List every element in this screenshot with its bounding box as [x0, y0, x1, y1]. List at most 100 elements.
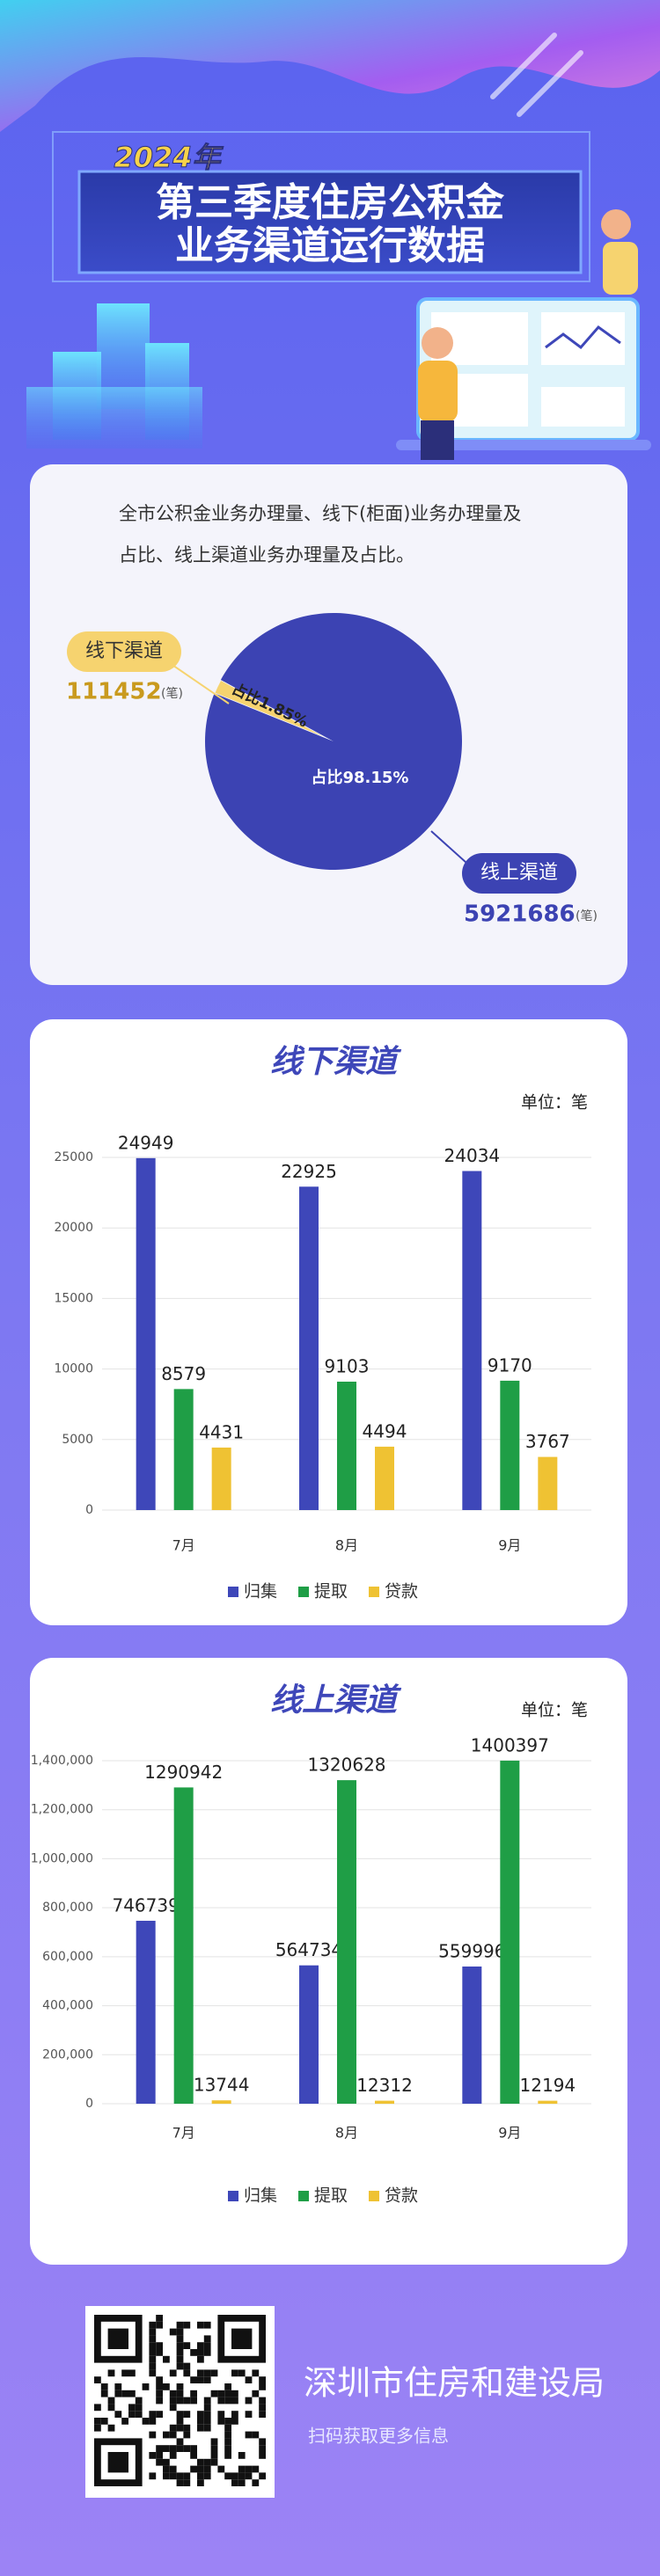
y-tick-label: 800,000 [42, 1901, 93, 1915]
bar [173, 1787, 194, 2104]
qr-module [114, 2411, 122, 2418]
qr-module [224, 2445, 231, 2452]
qr-module [259, 2452, 266, 2459]
footer-hint: 扫码获取更多信息 [308, 2426, 449, 2447]
data-label: 12312 [356, 2075, 413, 2096]
data-label: 24034 [444, 1145, 501, 1166]
qr-module [149, 2369, 157, 2377]
qr-module [203, 2321, 211, 2329]
qr-module [156, 2411, 163, 2418]
qr-module [238, 2472, 246, 2480]
qr-module [176, 2321, 184, 2329]
data-label: 13744 [194, 2075, 250, 2096]
qr-module [149, 2418, 157, 2425]
qr-module [210, 2458, 218, 2466]
qr-module [197, 2411, 204, 2418]
bar [375, 2100, 394, 2104]
qr-module [169, 2369, 177, 2377]
qr-module [197, 2418, 204, 2425]
x-tick-label: 7月 [172, 2125, 195, 2142]
qr-module [149, 2335, 157, 2343]
qr-module [169, 2328, 177, 2336]
qr-module [163, 2472, 170, 2480]
qr-module [176, 2438, 184, 2446]
qr-module [114, 2390, 122, 2397]
qr-module [224, 2390, 231, 2397]
qr-module [197, 2321, 204, 2329]
qr-module [231, 2479, 238, 2486]
qr-module [203, 2424, 211, 2432]
callout-count: 111452 [66, 679, 162, 705]
qr-module [210, 2390, 218, 2397]
qr-module [231, 2390, 238, 2397]
qr-module [169, 2404, 177, 2412]
qr-module [203, 2411, 211, 2418]
qr-module [149, 2321, 157, 2329]
qr-module [203, 2369, 211, 2377]
qr-module [183, 2362, 191, 2370]
qr-module [203, 2335, 211, 2343]
qr-module [149, 2472, 157, 2480]
qr-module [128, 2369, 136, 2377]
qr-module [176, 2424, 184, 2432]
header-title: 业务渠道运行数据 [175, 223, 485, 268]
qr-module [183, 2479, 191, 2486]
bar [500, 1760, 520, 2104]
qr-module [231, 2411, 238, 2418]
qr-module [259, 2376, 266, 2383]
qr-module [231, 2418, 238, 2425]
legend-swatch [228, 2191, 238, 2201]
qr-module [176, 2383, 184, 2390]
qr-module [156, 2390, 163, 2397]
qr-module [217, 2418, 225, 2425]
qr-module [169, 2424, 177, 2432]
qr-module [245, 2411, 253, 2418]
x-tick-label: 7月 [172, 1537, 195, 1554]
qr-module [176, 2397, 184, 2405]
y-tick-label: 15000 [54, 1291, 93, 1305]
qr-module [163, 2465, 170, 2473]
qr-module [149, 2328, 157, 2336]
qr-module [245, 2376, 253, 2383]
qr-module [252, 2431, 260, 2439]
qr-module [176, 2418, 184, 2425]
qr-finder [107, 2328, 128, 2349]
qr-module [128, 2404, 136, 2412]
qr-module [197, 2342, 204, 2349]
qr-module [176, 2479, 184, 2486]
bar [299, 1965, 319, 2104]
pie-slice [215, 680, 323, 737]
qr-module [156, 2445, 163, 2452]
qr-module [197, 2479, 204, 2486]
y-tick-label: 10000 [54, 1362, 93, 1376]
qr-module [245, 2397, 253, 2405]
qr-module [203, 2465, 211, 2473]
qr-module [107, 2404, 115, 2412]
qr-module [183, 2397, 191, 2405]
qr-module [190, 2390, 197, 2397]
callout-unit: (笔) [161, 687, 183, 701]
qr-module [169, 2465, 177, 2473]
qr-module [252, 2390, 260, 2397]
qr-module [197, 2472, 204, 2480]
callout-unit: (笔) [576, 909, 598, 923]
qr-module [169, 2452, 177, 2459]
qr-module [100, 2390, 108, 2397]
qr-module [176, 2362, 184, 2370]
data-label: 746739 [112, 1894, 179, 1916]
qr-module [252, 2479, 260, 2486]
qr-module [203, 2458, 211, 2466]
legend-swatch [369, 2191, 379, 2201]
qr-module [183, 2369, 191, 2377]
qr-module [197, 2376, 204, 2383]
qr-module [135, 2404, 143, 2412]
header-title: 第三季度住房公积金 [156, 180, 505, 225]
qr-module [252, 2369, 260, 2377]
decoration [0, 0, 660, 132]
qr-module [156, 2397, 163, 2405]
bar [462, 1967, 482, 2104]
qr-module [142, 2383, 150, 2390]
qr-module [156, 2458, 163, 2466]
unit-label: 单位：笔 [521, 1093, 588, 1113]
